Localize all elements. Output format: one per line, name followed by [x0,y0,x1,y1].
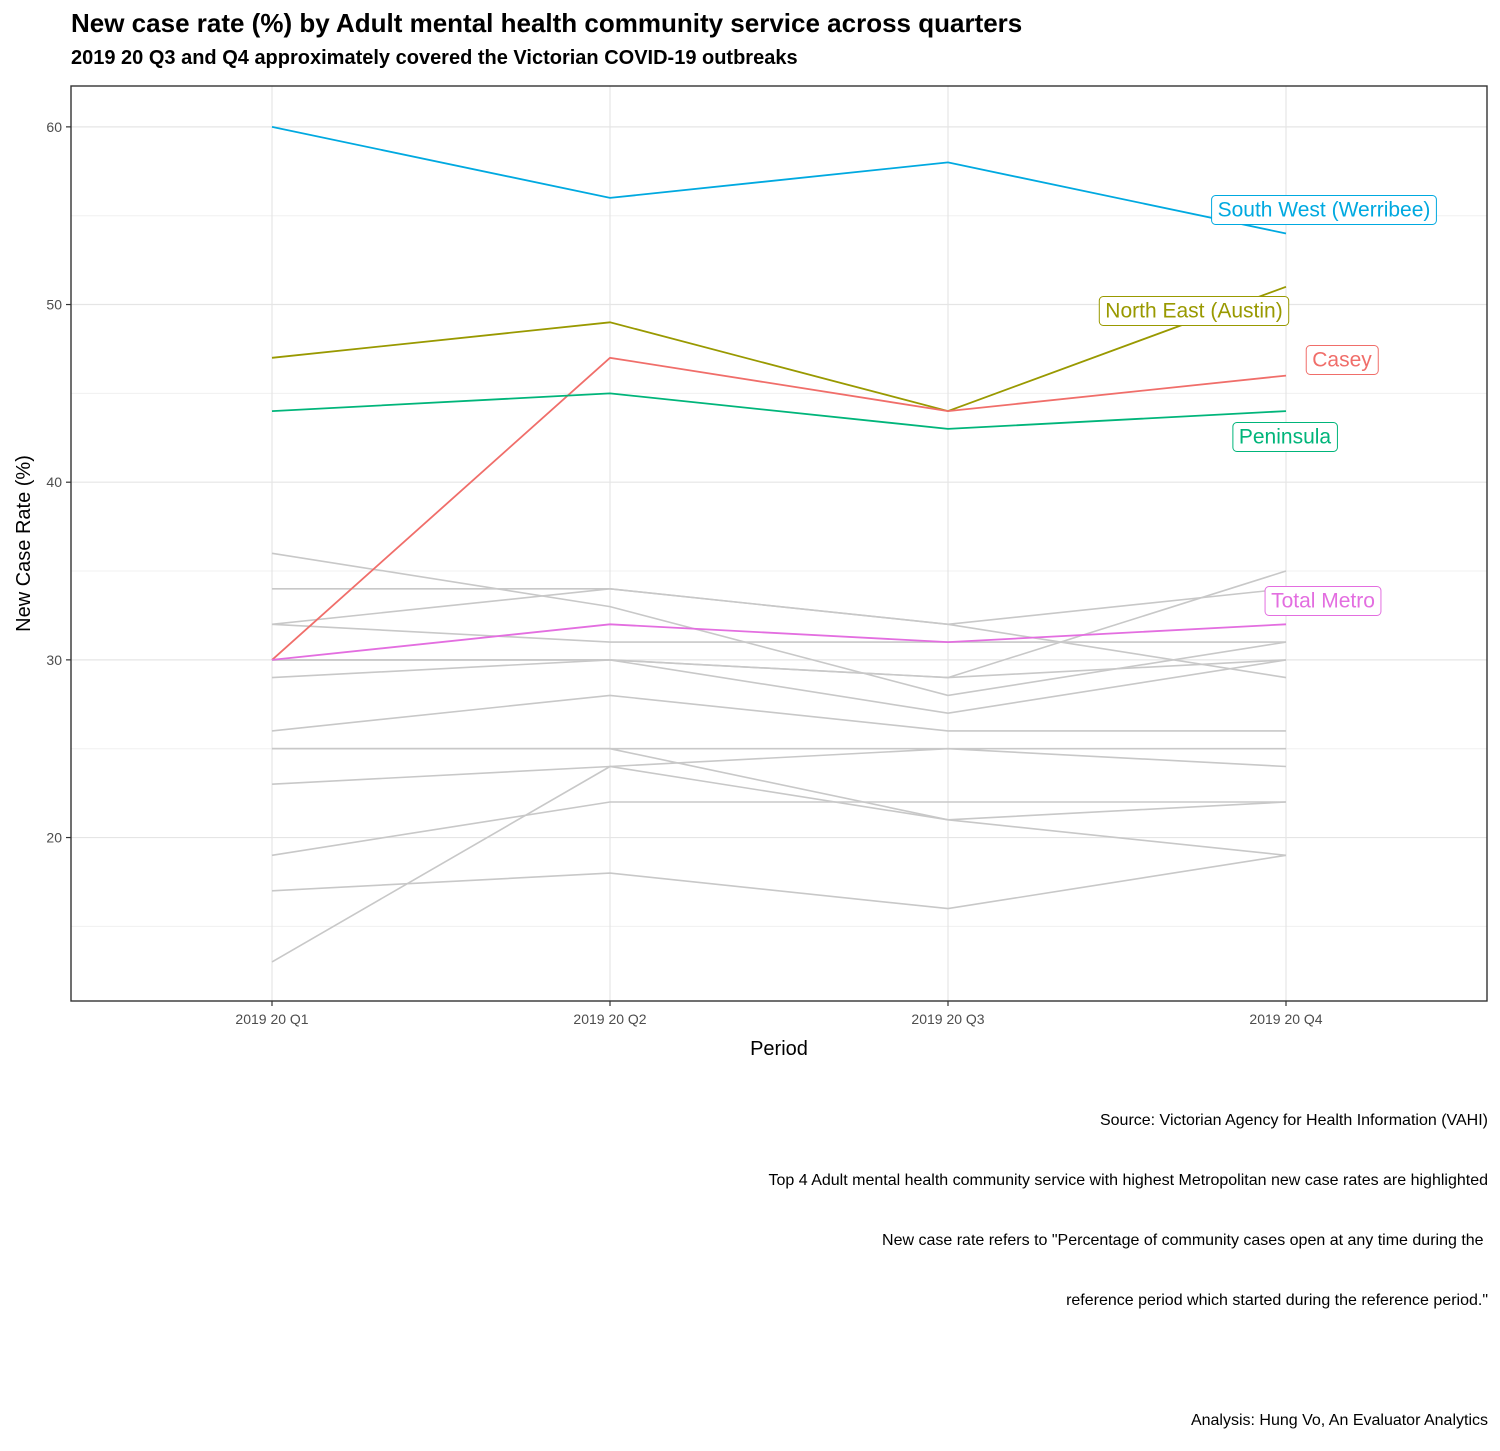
background-series-line [271,694,1286,732]
series-label-text: Total Metro [1271,590,1375,613]
series-label-text: North East (Austin) [1105,300,1282,323]
highlighted-series-line [271,623,1287,661]
series-label-text: South West (Werribee) [1218,199,1431,222]
line-chart: South West (Werribee) North East (Austin)… [13,85,1488,1060]
background-series-line [271,659,1287,679]
plot-border [70,85,1488,1002]
chart-subtitle: 2019 20 Q3 and Q4 approximately covered … [71,47,798,69]
series-label-text: Casey [1312,349,1372,372]
caption-analysis: Analysis: Hung Vo, An Evaluator Analytic… [1190,1412,1488,1429]
y-tick-label: 20 [46,830,62,846]
caption-source: Source: Victorian Agency for Health Info… [1099,1112,1488,1129]
background-series-line [271,854,1287,910]
series-label: North East (Austin) [1098,296,1290,326]
background-series-line [271,801,1286,857]
highlighted-series-line [271,285,1287,413]
y-tick-label: 40 [46,474,62,490]
caption-highlight-note: Top 4 Adult mental health community serv… [768,1172,1489,1189]
series-label: Casey [1305,345,1379,375]
plot-panel [71,86,1487,1001]
y-tick-label: 50 [46,297,62,313]
background-series-line [271,765,1287,963]
background-series-line [271,623,1286,643]
y-tick-label: 30 [46,652,62,668]
series-label-box [1098,296,1290,326]
highlighted-series-line [271,126,1287,235]
background-series-line [271,587,1287,626]
y-axis-title: New Case Rate (%) [13,455,35,632]
series-label-box [1264,586,1382,616]
series-label: Peninsula [1232,422,1338,452]
caption-definition-line-2: reference period which started during th… [1066,1292,1488,1309]
chart-title: New case rate (%) by Adult mental health… [71,8,1023,38]
caption-spacer [769,1351,1489,1371]
x-tick-label: 2019 20 Q1 [235,1011,308,1027]
caption-definition-line-1: New case rate refers to "Percentage of c… [882,1232,1488,1249]
background-series-line [271,747,1287,785]
x-tick-label: 2019 20 Q4 [1249,1011,1322,1027]
series-label: Total Metro [1264,586,1382,616]
series-label-text: Peninsula [1239,426,1332,449]
y-tick-label: 60 [46,119,62,135]
x-tick-label: 2019 20 Q3 [911,1011,984,1027]
highlighted-series-line [271,392,1287,430]
series-label-box [1211,195,1437,225]
x-tick-label: 2019 20 Q2 [573,1011,646,1027]
series-label-box [1232,422,1338,452]
series-label: South West (Werribee) [1211,195,1437,225]
background-series-line [272,747,1287,857]
highlighted-series-line [271,356,1287,661]
chart-caption: Source: Victorian Agency for Health Info… [769,1071,1489,1451]
x-axis-title: Period [750,1038,808,1060]
series-label-box [1305,345,1379,375]
